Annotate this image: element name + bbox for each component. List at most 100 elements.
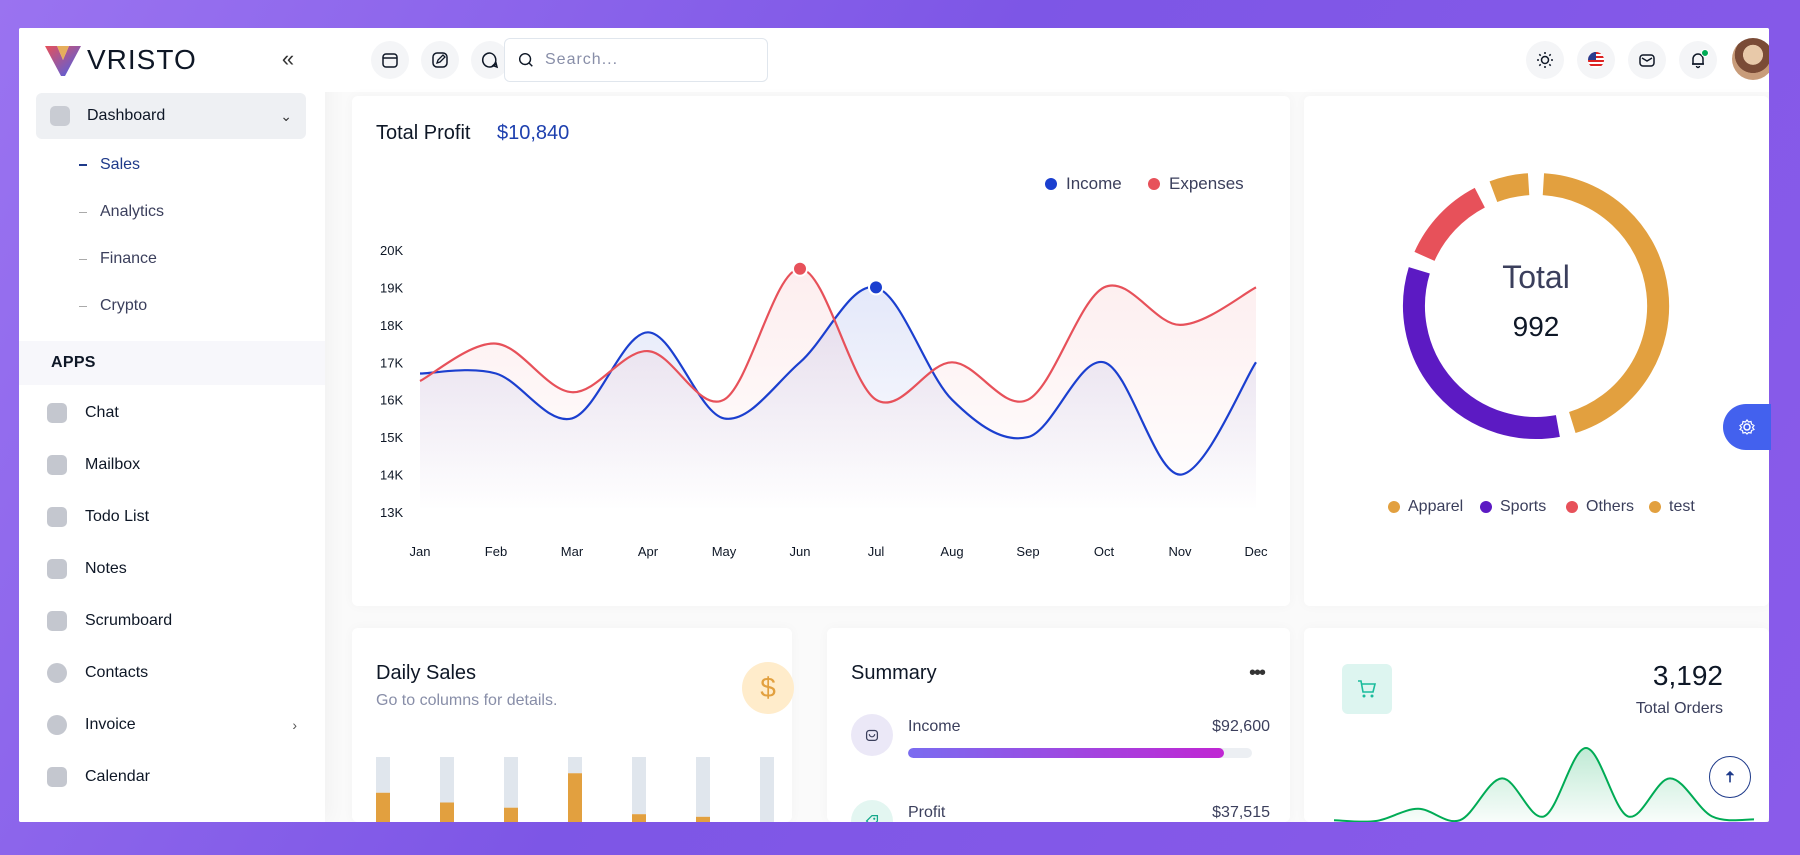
legend-income[interactable]: Income — [1045, 174, 1122, 194]
search-icon — [518, 52, 533, 67]
bar-segment-sales — [440, 802, 454, 822]
x-tick-label: Aug — [940, 544, 963, 559]
summary-profit-value: $37,515 — [1212, 804, 1270, 821]
orders-area-fill — [1334, 748, 1754, 822]
sidebar: VRISTO « Dashboard ⌄ Sales Analytics Fin… — [19, 28, 325, 822]
more-options-button[interactable]: ••• — [1249, 662, 1266, 684]
sidebar-subitem-label: Crypto — [100, 297, 148, 314]
y-tick-label: 19K — [380, 280, 403, 295]
orders-area-line — [1333, 746, 1755, 822]
search-input[interactable] — [545, 51, 745, 69]
donut-center-value: 992 — [1513, 311, 1560, 342]
sidebar-subitem-label: Analytics — [100, 203, 165, 220]
orders-area-chart — [1333, 746, 1755, 822]
expenses-dot-icon — [1148, 178, 1160, 190]
sidebar-item-mailbox[interactable]: Mailbox — [47, 451, 297, 479]
bar-segment-sales — [632, 814, 646, 822]
dashboard-icon — [50, 106, 70, 126]
sales-donut-chart: Total 992 — [1402, 173, 1670, 439]
bar-segment-background — [568, 757, 582, 774]
dash-marker — [79, 164, 87, 166]
bell-icon — [1692, 53, 1704, 69]
y-tick-label: 18K — [380, 318, 403, 333]
donut-legend-apparel[interactable]: Apparel — [1388, 498, 1463, 516]
total-orders-panel: 3,192 Total Orders — [1304, 628, 1769, 822]
chat-button[interactable] — [471, 41, 509, 79]
x-tick-label: Apr — [638, 544, 659, 559]
income-dot-icon — [1045, 178, 1057, 190]
sidebar-item-label: Chat — [85, 404, 119, 421]
sidebar-item-chat[interactable]: Chat — [47, 399, 297, 427]
daily-sales-title: Daily Sales — [376, 662, 477, 684]
vristo-logo-icon — [45, 46, 81, 76]
language-button[interactable] — [1577, 41, 1615, 79]
sidebar-subitem-crypto[interactable]: Crypto — [79, 297, 147, 315]
dash-marker — [79, 211, 87, 213]
daily-sales-subtitle: Go to columns for details. — [376, 692, 558, 709]
mail-icon — [1639, 54, 1655, 67]
y-tick-label: 13K — [380, 505, 403, 520]
todo-icon — [47, 507, 67, 527]
sidebar-item-label: Notes — [85, 560, 127, 577]
legend-expenses[interactable]: Expenses — [1148, 174, 1244, 194]
dollar-icon: $ — [742, 662, 794, 714]
x-tick-label: Nov — [1168, 544, 1192, 559]
donut-legend-others[interactable]: Others — [1566, 498, 1634, 516]
sidebar-item-dashboard[interactable]: Dashboard ⌄ — [36, 93, 306, 139]
notifications-button[interactable] — [1679, 41, 1717, 79]
sidebar-item-label: Scrumboard — [85, 612, 173, 629]
donut-legend-sports[interactable]: Sports — [1480, 498, 1546, 516]
contacts-icon — [47, 663, 67, 683]
summary-title: Summary — [851, 662, 937, 684]
series-area-expenses — [420, 268, 1256, 512]
sidebar-item-scrumboard[interactable]: Scrumboard — [47, 607, 297, 635]
chevron-down-icon: ⌄ — [280, 107, 292, 124]
y-tick-label: 16K — [380, 393, 403, 408]
sidebar-item-notes[interactable]: Notes — [47, 555, 297, 583]
revenue-panel: Total Profit $10,840 Income Expenses 20K… — [352, 96, 1290, 606]
x-tick-label: Jul — [868, 544, 885, 559]
sidebar-item-calendar[interactable]: Calendar — [47, 763, 297, 791]
messages-button[interactable] — [1628, 41, 1666, 79]
donut-slice-sports — [1402, 267, 1560, 439]
bar-segment-sales — [376, 792, 390, 822]
sidebar-subitem-label: Sales — [100, 156, 141, 173]
logo[interactable]: VRISTO — [43, 42, 197, 78]
sidebar-subitem-sales[interactable]: Sales — [79, 156, 140, 174]
user-avatar[interactable] — [1732, 38, 1769, 80]
theme-settings-button[interactable] — [1723, 404, 1771, 450]
mailbox-icon — [47, 455, 67, 475]
chevron-right-icon: › — [292, 717, 297, 733]
donut-legend-test[interactable]: test — [1649, 498, 1695, 516]
us-flag-icon — [1588, 52, 1604, 68]
x-tick-label: Feb — [485, 544, 507, 559]
dash-marker — [79, 305, 87, 307]
scrumboard-icon — [47, 611, 67, 631]
sidebar-subitem-label: Finance — [100, 250, 157, 267]
donut-slice-test — [1489, 173, 1530, 203]
income-progress-bar — [908, 748, 1225, 758]
collapse-sidebar-button[interactable]: « — [275, 46, 301, 72]
app-window: VRISTO « Dashboard ⌄ Sales Analytics Fin… — [19, 28, 1769, 822]
calendar-button[interactable] — [371, 41, 409, 79]
sidebar-item-todo-list[interactable]: Todo List — [47, 503, 297, 531]
scroll-to-top-button[interactable] — [1709, 756, 1751, 798]
legend-label: Others — [1586, 498, 1635, 515]
legend-label: Expenses — [1169, 174, 1244, 193]
x-tick-label: Oct — [1094, 544, 1115, 559]
sidebar-subitem-finance[interactable]: Finance — [79, 250, 157, 268]
total-orders-label: Total Orders — [1635, 700, 1723, 717]
chat-icon — [47, 403, 67, 423]
chat-bubble-icon — [481, 52, 499, 69]
sidebar-item-label: Todo List — [85, 508, 150, 525]
bar-segment-sales — [696, 816, 710, 822]
bar-segment-background — [440, 757, 454, 803]
sidebar-item-contacts[interactable]: Contacts — [47, 659, 297, 687]
edit-button[interactable] — [421, 41, 459, 79]
bar-segment-sales — [504, 807, 518, 822]
sidebar-item-invoice[interactable]: Invoice › — [47, 711, 297, 739]
y-tick-label: 17K — [380, 355, 403, 370]
sidebar-subitem-analytics[interactable]: Analytics — [79, 203, 164, 221]
theme-toggle-button[interactable] — [1526, 41, 1564, 79]
donut-center-label: Total — [1502, 259, 1570, 295]
